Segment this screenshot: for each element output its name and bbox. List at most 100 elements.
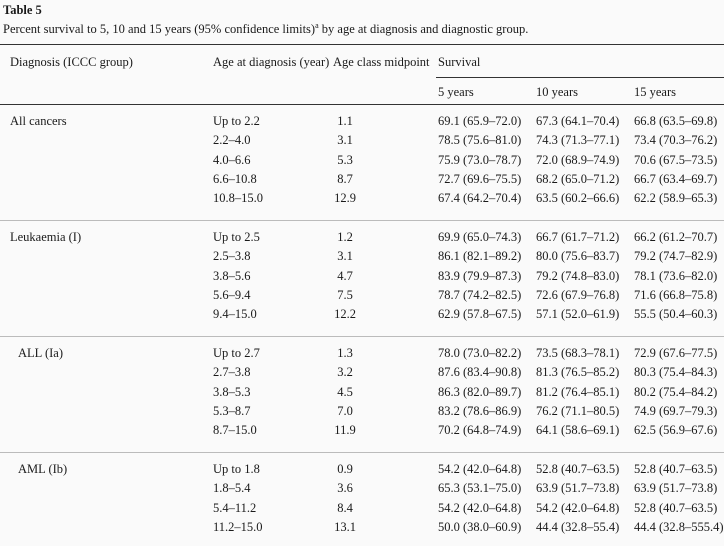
cell-midpoint: 11.9 — [334, 423, 356, 437]
cell-age: Up to 2.5 — [213, 230, 260, 244]
cell-survival-5y: 87.6 (83.4–90.8) — [438, 365, 522, 379]
cell-survival-15y: 52.8 (40.7–63.5) — [634, 462, 718, 476]
cell-survival-10y: 80.0 (75.6–83.7) — [536, 249, 620, 263]
cell-survival-10y: 81.2 (76.4–85.1) — [536, 385, 620, 399]
cell-survival-10y: 63.9 (51.7–73.8) — [536, 481, 620, 495]
cell-survival-5y: 78.7 (74.2–82.5) — [438, 288, 522, 302]
cell-age: 2.7–3.8 — [213, 365, 251, 379]
cell-survival-5y: 72.7 (69.6–75.5) — [438, 172, 522, 186]
top-rule — [0, 44, 724, 45]
cell-survival-5y: 75.9 (73.0–78.7) — [438, 153, 522, 167]
cell-survival-15y: 71.6 (66.8–75.8) — [634, 288, 718, 302]
group-name: ALL (Ia) — [18, 346, 63, 360]
cell-survival-10y: 57.1 (52.0–61.9) — [536, 307, 620, 321]
cell-midpoint: 12.9 — [334, 191, 356, 205]
cell-age: Up to 1.8 — [213, 462, 260, 476]
cell-midpoint: 3.6 — [337, 481, 353, 495]
cell-midpoint: 0.9 — [337, 462, 353, 476]
cell-survival-10y: 54.2 (42.0–64.8) — [536, 501, 620, 515]
cell-survival-10y: 74.3 (71.3–77.1) — [536, 133, 620, 147]
cell-age: 6.6–10.8 — [213, 172, 257, 186]
cell-survival-5y: 78.0 (73.0–82.2) — [438, 346, 522, 360]
cell-survival-5y: 69.9 (65.0–74.3) — [438, 230, 522, 244]
cell-age: 3.8–5.6 — [213, 269, 251, 283]
cell-survival-15y: 55.5 (50.4–60.3) — [634, 307, 718, 321]
cell-midpoint: 8.7 — [337, 172, 353, 186]
cell-midpoint: 4.5 — [337, 385, 353, 399]
cell-midpoint: 7.0 — [337, 404, 353, 418]
cell-age: 2.5–3.8 — [213, 249, 251, 263]
cell-midpoint: 3.2 — [337, 365, 353, 379]
cell-survival-15y: 79.2 (74.7–82.9) — [634, 249, 718, 263]
cell-age: 8.7–15.0 — [213, 423, 257, 437]
cell-midpoint: 1.2 — [337, 230, 353, 244]
cell-survival-10y: 52.8 (40.7–63.5) — [536, 462, 620, 476]
cell-survival-10y: 44.4 (32.8–55.4) — [536, 520, 620, 534]
cell-age: 5.6–9.4 — [213, 288, 251, 302]
cell-survival-10y: 63.5 (60.2–66.6) — [536, 191, 620, 205]
cell-age: 5.3–8.7 — [213, 404, 251, 418]
cell-survival-15y: 44.4 (32.8–555.4) — [634, 520, 724, 534]
cell-survival-15y: 72.9 (67.6–77.5) — [634, 346, 718, 360]
cell-survival-15y: 66.7 (63.4–69.7) — [634, 172, 718, 186]
cell-age: 11.2–15.0 — [213, 520, 263, 534]
header-diagnosis: Diagnosis (ICCC group) — [10, 55, 133, 69]
cell-age: 3.8–5.3 — [213, 385, 251, 399]
cell-survival-15y: 80.2 (75.4–84.2) — [634, 385, 718, 399]
header-rule — [0, 104, 724, 105]
header-midpoint: Age class midpoint — [333, 55, 430, 69]
caption-footnote-mark: a — [315, 21, 319, 30]
cell-age: 2.2–4.0 — [213, 133, 251, 147]
table-title: Table 5 — [3, 3, 42, 17]
cell-survival-10y: 64.1 (58.6–69.1) — [536, 423, 620, 437]
cell-midpoint: 7.5 — [337, 288, 353, 302]
cell-survival-5y: 65.3 (53.1–75.0) — [438, 481, 522, 495]
cell-survival-10y: 67.3 (64.1–70.4) — [536, 114, 620, 128]
header-age: Age at diagnosis (year) — [213, 55, 330, 69]
cell-survival-10y: 72.0 (68.9–74.9) — [536, 153, 620, 167]
cell-age: 1.8–5.4 — [213, 481, 251, 495]
cell-age: 4.0–6.6 — [213, 153, 251, 167]
cell-midpoint: 3.1 — [337, 133, 353, 147]
cell-survival-15y: 74.9 (69.7–79.3) — [634, 404, 718, 418]
cell-age: 5.4–11.2 — [213, 501, 257, 515]
cell-midpoint: 4.7 — [337, 269, 353, 283]
cell-survival-15y: 78.1 (73.6–82.0) — [634, 269, 718, 283]
cell-midpoint: 3.1 — [337, 249, 353, 263]
caption-text-end: by age at diagnosis and diagnostic group… — [318, 22, 529, 37]
cell-survival-15y: 62.5 (56.9–67.6) — [634, 423, 718, 437]
cell-survival-5y: 67.4 (64.2–70.4) — [438, 191, 522, 205]
group-separator — [0, 336, 724, 337]
header-10-years: 10 years — [536, 85, 578, 99]
cell-survival-5y: 62.9 (57.8–67.5) — [438, 307, 522, 321]
cell-survival-10y: 73.5 (68.3–78.1) — [536, 346, 620, 360]
cell-survival-15y: 73.4 (70.3–76.2) — [634, 133, 718, 147]
cell-survival-15y: 66.8 (63.5–69.8) — [634, 114, 718, 128]
cell-survival-5y: 86.3 (82.0–89.7) — [438, 385, 522, 399]
cell-age: 10.8–15.0 — [213, 191, 263, 205]
cell-survival-10y: 72.6 (67.9–76.8) — [536, 288, 620, 302]
caption-text: Percent survival to 5, 10 and 15 years (… — [3, 22, 316, 37]
cell-survival-5y: 70.2 (64.8–74.9) — [438, 423, 522, 437]
cell-survival-15y: 80.3 (75.4–84.3) — [634, 365, 718, 379]
group-name: Leukaemia (I) — [10, 230, 82, 244]
survival-subrule — [436, 77, 724, 78]
cell-survival-5y: 50.0 (38.0–60.9) — [438, 520, 522, 534]
cell-survival-10y: 79.2 (74.8–83.0) — [536, 269, 620, 283]
cell-survival-5y: 78.5 (75.6–81.0) — [438, 133, 522, 147]
cell-survival-5y: 54.2 (42.0–64.8) — [438, 501, 522, 515]
cell-age: Up to 2.2 — [213, 114, 260, 128]
cell-survival-5y: 83.2 (78.6–86.9) — [438, 404, 522, 418]
header-5-years: 5 years — [438, 85, 474, 99]
cell-midpoint: 8.4 — [337, 501, 353, 515]
table-caption: Percent survival to 5, 10 and 15 years (… — [3, 21, 528, 37]
cell-survival-15y: 66.2 (61.2–70.7) — [634, 230, 718, 244]
cell-age: Up to 2.7 — [213, 346, 260, 360]
cell-age: 9.4–15.0 — [213, 307, 257, 321]
cell-survival-5y: 69.1 (65.9–72.0) — [438, 114, 522, 128]
cell-midpoint: 13.1 — [334, 520, 356, 534]
header-15-years: 15 years — [634, 85, 676, 99]
cell-survival-15y: 52.8 (40.7–63.5) — [634, 501, 718, 515]
cell-survival-5y: 54.2 (42.0–64.8) — [438, 462, 522, 476]
